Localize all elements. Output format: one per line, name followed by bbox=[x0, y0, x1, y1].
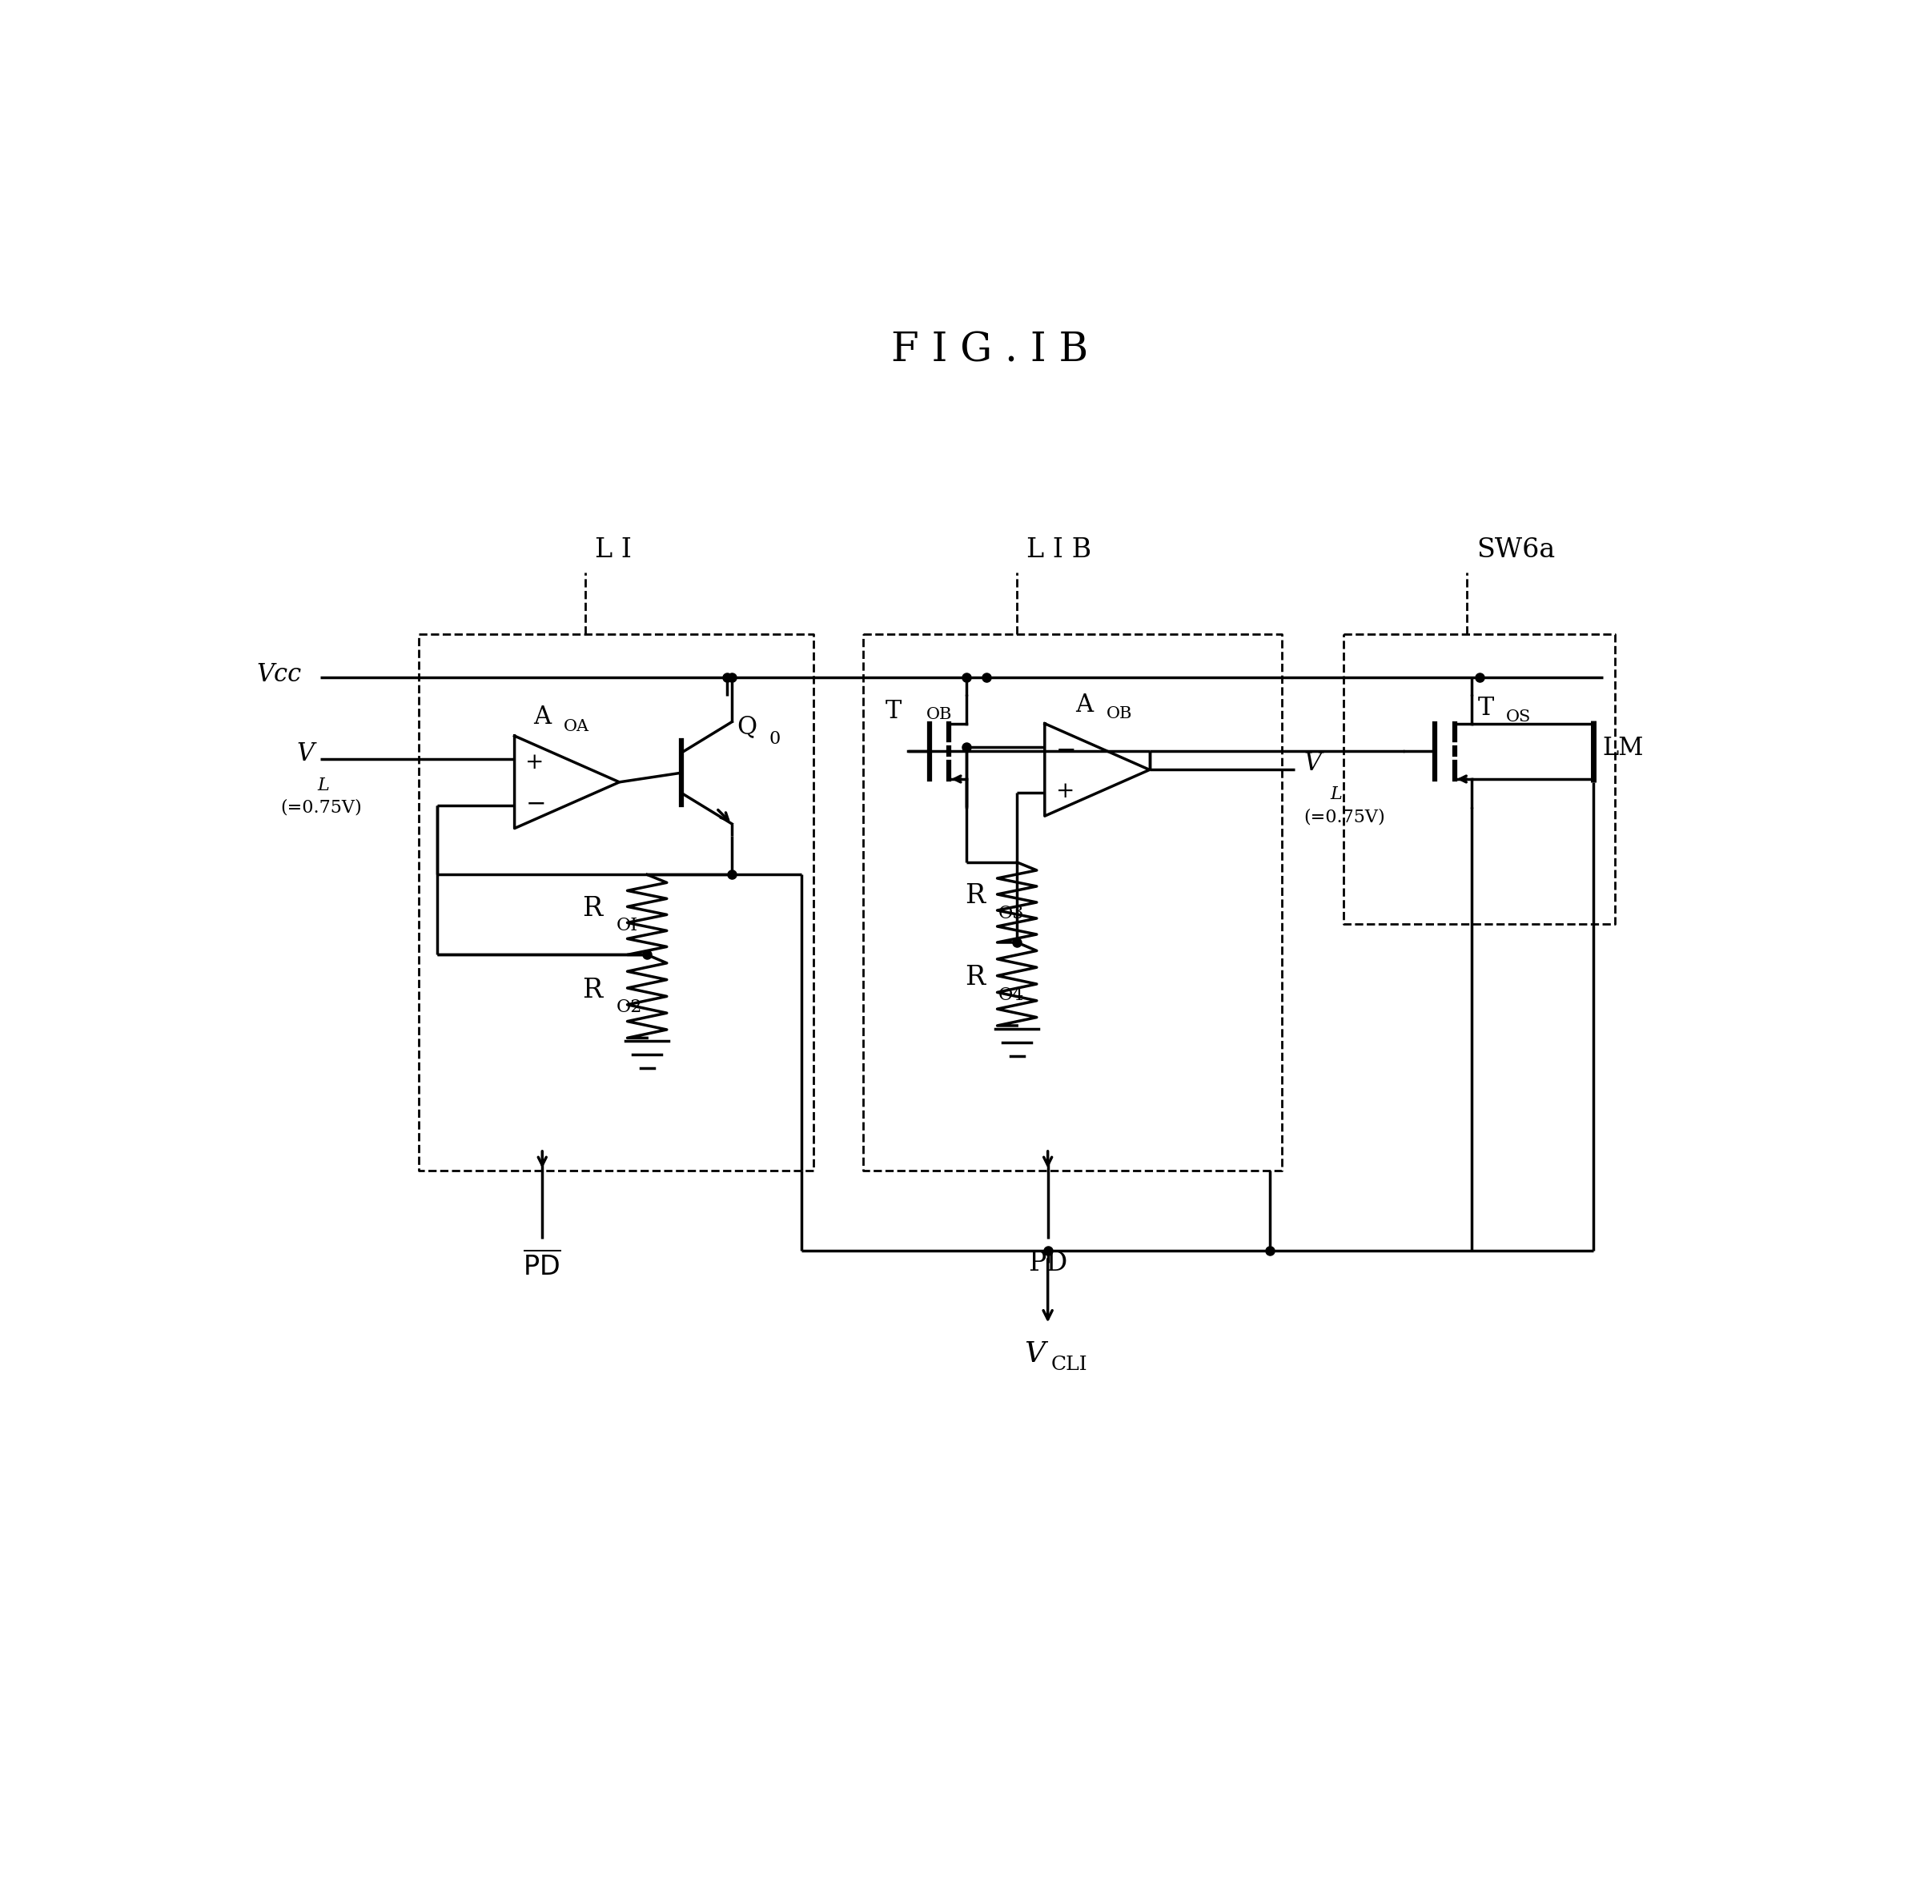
Text: $\overline{\mathrm{PD}}$: $\overline{\mathrm{PD}}$ bbox=[524, 1251, 562, 1279]
Text: SW6a: SW6a bbox=[1476, 537, 1555, 564]
Text: R: R bbox=[582, 977, 603, 1003]
Text: V: V bbox=[1304, 752, 1321, 777]
Text: A: A bbox=[533, 704, 551, 729]
Text: Q: Q bbox=[736, 714, 757, 739]
Text: PD: PD bbox=[1028, 1251, 1068, 1276]
Text: 0: 0 bbox=[769, 729, 781, 748]
Text: L I B: L I B bbox=[1026, 537, 1092, 564]
Text: CLI: CLI bbox=[1051, 1356, 1088, 1375]
Text: OS: OS bbox=[1505, 710, 1530, 725]
Text: V: V bbox=[1024, 1340, 1045, 1367]
Text: L I: L I bbox=[595, 537, 632, 564]
Text: R: R bbox=[582, 895, 603, 922]
Text: F I G . I B: F I G . I B bbox=[891, 331, 1088, 371]
Text: T: T bbox=[885, 699, 902, 724]
Text: L: L bbox=[317, 777, 328, 794]
Text: (=0.75V): (=0.75V) bbox=[1304, 807, 1385, 826]
Text: OI: OI bbox=[616, 918, 638, 935]
Text: OA: OA bbox=[564, 720, 589, 735]
Text: L: L bbox=[1329, 784, 1343, 803]
Text: LM: LM bbox=[1604, 735, 1644, 760]
Text: +: + bbox=[1055, 781, 1074, 802]
Text: O2: O2 bbox=[616, 998, 641, 1017]
Text: A: A bbox=[1076, 693, 1094, 718]
Text: R: R bbox=[964, 965, 985, 990]
Text: OB: OB bbox=[1107, 706, 1132, 722]
Text: −: − bbox=[526, 792, 547, 817]
Text: R: R bbox=[964, 883, 985, 908]
Text: +: + bbox=[526, 752, 545, 773]
Text: O3: O3 bbox=[999, 904, 1024, 922]
Text: V: V bbox=[296, 743, 315, 767]
Text: T: T bbox=[1478, 695, 1493, 720]
Text: O4: O4 bbox=[999, 986, 1024, 1003]
Text: −: − bbox=[1055, 737, 1076, 762]
Text: (=0.75V): (=0.75V) bbox=[280, 800, 361, 817]
Text: OB: OB bbox=[925, 706, 952, 722]
Text: Vcc: Vcc bbox=[257, 663, 301, 687]
